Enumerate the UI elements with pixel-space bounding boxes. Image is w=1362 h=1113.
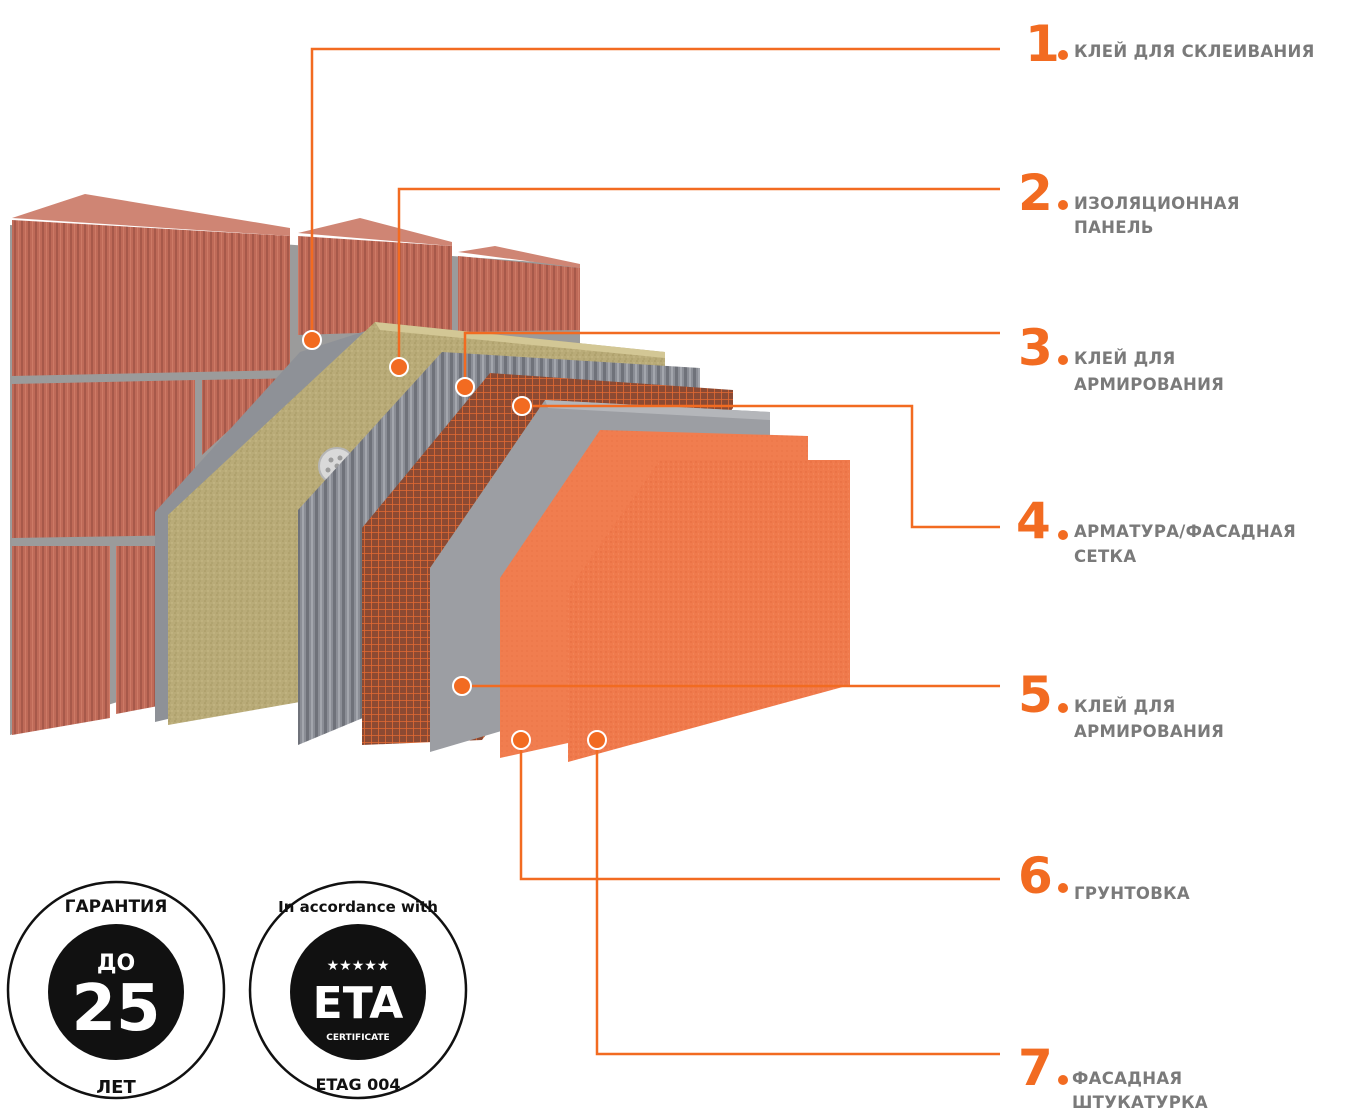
eta-badge: In accordance with ★★★★★ ETA CERTIFICATE…: [248, 880, 468, 1100]
layer-label-1: 1 КЛЕЙ ДЛЯ СКЛЕИВАНИЯ: [1025, 15, 1315, 73]
eta-cert-text: CERTIFICATE: [326, 1033, 389, 1043]
layer-title-line: АРМИРОВАНИЯ: [1074, 375, 1224, 394]
layer-title-line: АРМИРОВАНИЯ: [1074, 722, 1224, 741]
warranty-years: 25: [71, 972, 160, 1046]
dot-layer-1: [302, 330, 322, 350]
eta-stars: ★★★★★: [327, 958, 390, 974]
layer-title-line: КЛЕЙ ДЛЯ: [1074, 349, 1176, 368]
dot-layer-2: [389, 357, 409, 377]
layer-title-line: КЛЕЙ ДЛЯ: [1074, 697, 1176, 716]
layer-adhesive-bonding: [155, 328, 375, 722]
warranty-top-text: ГАРАНТИЯ: [65, 897, 168, 917]
eta-bottom-text: ETAG 004: [315, 1075, 400, 1094]
layer-number: 2: [1018, 164, 1053, 222]
layer-label-2: 2 ИЗОЛЯЦИОННАЯ ПАНЕЛЬ: [1018, 164, 1240, 237]
layer-number: 3: [1018, 319, 1053, 377]
dot-layer-3: [455, 377, 475, 397]
warranty-badge: ГАРАНТИЯ ДО 25 ЛЕТ: [6, 880, 226, 1100]
layer-number: 7: [1018, 1039, 1053, 1097]
dot-layer-6: [511, 730, 531, 750]
eta-top-text: In accordance with: [278, 898, 438, 916]
leader-dots: [302, 330, 607, 750]
layer-title-line: ПАНЕЛЬ: [1074, 218, 1154, 237]
layer-number: 4: [1016, 492, 1051, 550]
warranty-bottom-text: ЛЕТ: [96, 1077, 136, 1098]
layer-label-3: 3 КЛЕЙ ДЛЯ АРМИРОВАНИЯ: [1018, 319, 1224, 394]
layer-number: 5: [1018, 666, 1053, 724]
layer-label-4: 4 АРМАТУРА/ФАСАДНАЯ СЕТКА: [1016, 492, 1296, 566]
dot-layer-7: [587, 730, 607, 750]
layer-title-line: ГРУНТОВКА: [1074, 884, 1190, 903]
layer-label-6: 6 ГРУНТОВКА: [1018, 847, 1190, 905]
layer-title-line: ФАСАДНАЯ: [1072, 1069, 1182, 1088]
layer-label-5: 5 КЛЕЙ ДЛЯ АРМИРОВАНИЯ: [1018, 666, 1224, 741]
layer-number: 1: [1025, 15, 1060, 73]
layer-title-line: ИЗОЛЯЦИОННАЯ: [1074, 194, 1240, 213]
layer-label-7: 7 ФАСАДНАЯ ШТУКАТУРКА: [1018, 1039, 1208, 1112]
layer-title-line: СЕТКА: [1074, 547, 1136, 566]
layer-number: 6: [1018, 847, 1053, 905]
dot-layer-5: [452, 676, 472, 696]
leader-lines: [310, 47, 1000, 1056]
layer-title-line: ШТУКАТУРКА: [1072, 1093, 1208, 1112]
layer-title-line: АРМАТУРА/ФАСАДНАЯ: [1074, 522, 1296, 541]
warranty-small-text: ДО: [97, 951, 135, 976]
layer-title-line: КЛЕЙ ДЛЯ СКЛЕИВАНИЯ: [1074, 42, 1315, 61]
eta-big-text: ETA: [313, 978, 404, 1029]
dot-layer-4: [512, 396, 532, 416]
